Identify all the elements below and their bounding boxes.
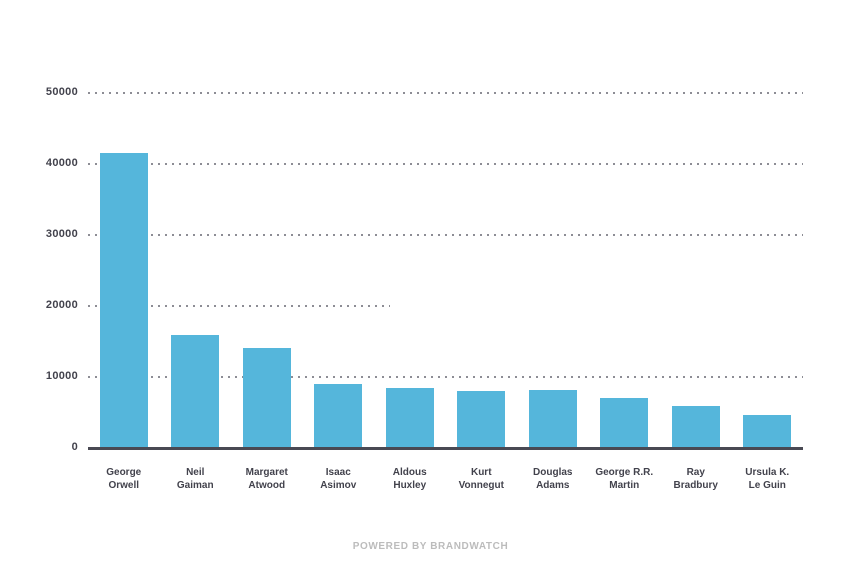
x-label-line: Atwood [248, 480, 286, 491]
x-label-line: Bradbury [673, 480, 718, 491]
x-label-line: Kurt [470, 467, 492, 478]
x-label-line: Martin [609, 480, 640, 491]
gridline [88, 305, 390, 307]
bar-kurt-vonnegut[interactable] [457, 391, 506, 448]
x-label-line: George [106, 467, 142, 478]
y-axis-tick-label: 0 [71, 441, 78, 453]
x-axis-category-label: Ursula K. Le Guin [722, 466, 812, 492]
x-label-line: Adams [536, 480, 570, 491]
x-label-line: Ray [686, 467, 705, 478]
x-label-line: Huxley [393, 480, 427, 491]
bar-margaret-atwood[interactable] [242, 347, 291, 448]
y-axis-tick-label: 20000 [45, 299, 78, 311]
x-label-line: Asimov [320, 480, 357, 491]
x-label-line: Margaret [245, 467, 288, 478]
x-axis-category-label: Ray Bradbury [651, 466, 741, 492]
x-label-line: Douglas [533, 467, 573, 478]
x-axis-category-label: Aldous Huxley [365, 466, 455, 492]
x-axis-line [88, 447, 803, 450]
x-label-line: Neil [186, 467, 205, 478]
bar-isaac-asimov[interactable] [314, 384, 363, 448]
gridline [88, 163, 803, 165]
x-axis-category-label: George R.R. Martin [579, 466, 669, 492]
gridline [88, 92, 803, 94]
x-axis-category-label: Isaac Asimov [293, 466, 383, 492]
bar-george-r-r-martin[interactable] [600, 397, 649, 448]
x-label-line: George R.R. [595, 467, 654, 478]
y-axis-tick-label: 10000 [45, 370, 78, 382]
x-axis-category-label: George Orwell [79, 466, 169, 492]
powered-by-brandwatch-label: POWERED BY BRANDWATCH [352, 541, 509, 552]
y-axis-tick-label: 40000 [45, 157, 78, 169]
bar-neil-gaiman[interactable] [171, 335, 220, 448]
x-label-line: Vonnegut [458, 480, 504, 491]
x-label-line: Ursula K. [745, 467, 790, 478]
bar-douglas-adams[interactable] [528, 389, 577, 448]
x-label-line: Gaiman [176, 480, 214, 491]
y-axis-tick-label: 30000 [45, 228, 78, 240]
gridline [88, 234, 803, 236]
x-axis-category-label: Kurt Vonnegut [436, 466, 526, 492]
x-axis-category-label: Margaret Atwood [222, 466, 312, 492]
bar-george-orwell[interactable] [99, 152, 148, 448]
plot-area [88, 92, 803, 450]
y-axis-tick-label: 50000 [45, 86, 78, 98]
x-label-line: Orwell [108, 480, 140, 491]
x-label-line: Aldous [392, 467, 427, 478]
x-label-line: Le Guin [748, 480, 786, 491]
gridline [88, 376, 803, 378]
bar-ray-bradbury[interactable] [671, 406, 720, 448]
bar-ursula-k-le-guin[interactable] [743, 414, 792, 448]
x-label-line: Isaac [325, 467, 351, 478]
bar-aldous-huxley[interactable] [385, 387, 434, 448]
x-axis-category-label: Neil Gaiman [150, 466, 240, 492]
x-axis-category-label: Douglas Adams [508, 466, 598, 492]
